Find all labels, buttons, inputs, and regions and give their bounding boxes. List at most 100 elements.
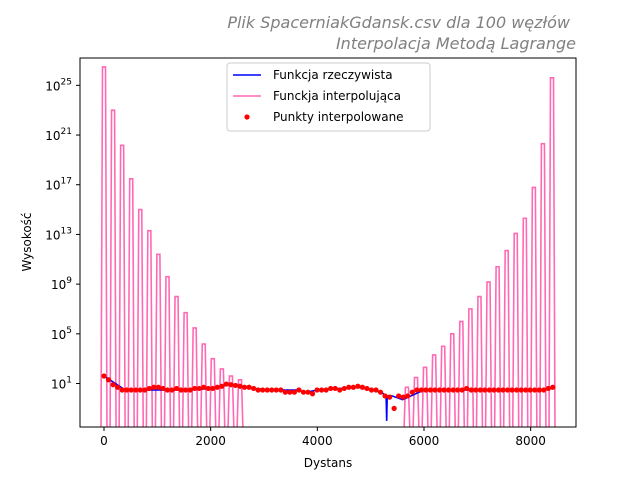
interpolated-point [255, 387, 261, 393]
interpolating-spike [457, 320, 466, 427]
interpolated-point [368, 387, 375, 393]
interpolated-point [205, 385, 211, 392]
interpolated-point [486, 387, 492, 393]
interpolated-point [169, 387, 175, 393]
interpolated-point [155, 384, 161, 390]
x-axis: 0 2000 4000 6000 8000 [100, 427, 546, 448]
interpolating-spike [530, 186, 538, 427]
interpolated-point [536, 387, 542, 393]
interpolated-point [291, 389, 297, 395]
interpolated-point [146, 385, 152, 392]
interpolated-point [409, 389, 415, 395]
interpolated-point [377, 389, 384, 395]
interpolated-point [201, 384, 207, 390]
interpolated-point [319, 387, 325, 393]
interpolated-point [364, 385, 370, 392]
interpolated-point [210, 385, 216, 392]
interpolated-point [328, 385, 334, 392]
interpolating-spike [136, 208, 145, 427]
chart-title-line-2: Interpolacja Metodą Lagrange [336, 34, 576, 53]
interpolated-point [518, 387, 524, 393]
interpolated-point [101, 373, 107, 379]
x-tick-label: 6000 [409, 434, 440, 448]
y-tick-label: 109 [51, 276, 72, 292]
interpolated-point [151, 384, 157, 390]
y-tick-label: 1025 [45, 77, 72, 93]
legend: Funkcja rzeczywista Funckja interpolująca… [226, 62, 431, 132]
interpolated-point [532, 387, 538, 393]
y-axis: 101 105 109 1013 1017 1021 1025 [45, 77, 80, 392]
y-tick-label: 1017 [45, 177, 72, 193]
interpolating-spike [209, 357, 217, 427]
interpolated-point [287, 389, 293, 395]
legend-label: Punkty interpolowane [273, 110, 404, 124]
interpolated-point [142, 387, 148, 393]
interpolating-spike [521, 217, 529, 427]
interpolating-spike [172, 295, 181, 427]
interpolating-spike [163, 275, 172, 427]
interpolating-spike [154, 253, 163, 427]
real-function-line [103, 375, 553, 421]
y-axis-label: Wysokość [20, 212, 34, 271]
interpolated-point [495, 387, 501, 393]
interpolated-point [359, 384, 365, 390]
interpolated-point [341, 385, 347, 392]
interpolated-point [405, 393, 411, 399]
interpolated-point [264, 387, 270, 393]
interpolated-point [387, 394, 393, 400]
interpolated-point [350, 384, 356, 390]
interpolated-point [432, 387, 438, 393]
interpolated-point [246, 384, 252, 390]
interpolated-point [459, 387, 465, 393]
interpolated-point [482, 387, 488, 393]
interpolating-spike [236, 378, 244, 427]
interpolating-spike [484, 281, 493, 427]
x-tick-label: 4000 [302, 434, 333, 448]
interpolating-spike [511, 232, 520, 427]
x-axis-label: Dystans [304, 456, 353, 470]
interpolated-point [504, 387, 511, 393]
interpolated-point [450, 387, 456, 393]
interpolated-point [269, 387, 275, 393]
interpolating-spike [100, 66, 108, 427]
interpolating-spike [181, 311, 190, 427]
interpolated-point [219, 383, 225, 389]
interpolated-point [441, 387, 447, 393]
interpolated-point [414, 387, 420, 393]
interpolating-spike [493, 265, 502, 427]
interpolated-point [373, 387, 379, 393]
interpolating-spike [118, 144, 126, 427]
interpolated-point [214, 384, 220, 390]
interpolated-point [346, 384, 352, 390]
x-tick-label: 0 [100, 434, 108, 448]
interpolated-point [115, 384, 121, 390]
interpolating-spike [475, 295, 484, 427]
interpolated-point [545, 385, 551, 392]
interpolated-point [160, 385, 166, 392]
interpolated-point [183, 387, 189, 393]
interpolated-point [314, 387, 320, 393]
interpolating-spike [539, 142, 547, 427]
interpolating-spike [227, 375, 235, 427]
legend-box [226, 62, 431, 132]
interpolated-point [436, 387, 443, 393]
interpolated-point [278, 387, 284, 393]
interpolated-point [541, 387, 547, 393]
interpolated-point [382, 393, 388, 399]
interpolated-point [323, 387, 329, 393]
interpolated-point [232, 382, 239, 389]
interpolated-point [391, 405, 397, 411]
interpolated-point [196, 385, 202, 392]
interpolated-point [513, 387, 520, 393]
interpolating-spike [548, 77, 556, 427]
interpolated-point [455, 387, 461, 393]
interpolated-point [473, 387, 479, 393]
interpolated-point [223, 381, 229, 387]
interpolated-point [128, 387, 134, 393]
interpolated-point [500, 387, 506, 393]
interpolating-spike [421, 366, 429, 427]
plot-frame [79, 57, 577, 428]
interpolated-point [251, 385, 257, 392]
interpolating-spike [403, 386, 411, 427]
